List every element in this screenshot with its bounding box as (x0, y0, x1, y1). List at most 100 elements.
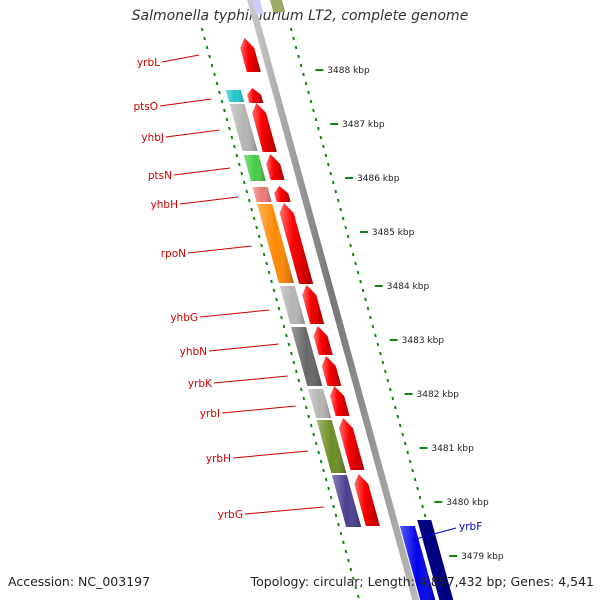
tick-dot (265, 261, 268, 266)
tick-dot (341, 216, 345, 221)
tick-dot (319, 135, 323, 140)
scale-label-3488-kbp: 3488 kbp (327, 66, 370, 76)
tick-dot (292, 360, 296, 365)
gene-labels: yrbL ptsO yhbJ ptsN yhbH rpoN yhbG yhbN yrbK yrbI… (133, 54, 482, 541)
tick-dot (309, 99, 313, 104)
tick-dot (237, 162, 241, 167)
tick-dot (319, 459, 323, 464)
gene-label-yhbh: yhbH (151, 199, 178, 211)
tick-dot (302, 396, 306, 401)
tick-dot (208, 54, 211, 59)
tick-dot (361, 288, 365, 293)
tick-dot (314, 117, 318, 122)
gene-label-yrbh: yrbH (206, 453, 231, 465)
scale-label-3484-kbp: 3484 kbp (387, 282, 430, 292)
tick-dot (356, 270, 360, 275)
scale-label-3486-kbp: 3486 kbp (357, 174, 400, 184)
tick-dot (326, 162, 330, 167)
scale-label-3485-kbp: 3485 kbp (372, 228, 415, 238)
tick-dot (416, 486, 419, 491)
gene-block-shade-yhbh (252, 187, 272, 202)
tick-dot (354, 261, 357, 266)
cds-arrow-10 (338, 418, 365, 470)
gene-arrow-yrbl (240, 38, 261, 72)
gene-block-shade-yrbi (308, 389, 332, 418)
tick-dot (393, 405, 397, 410)
tick-dot (388, 387, 392, 392)
tick-dot (203, 36, 206, 41)
leader-line-yrbg (244, 506, 324, 515)
leader-line-yhbn (208, 343, 279, 352)
tick-dot (351, 252, 355, 257)
accession-text: Accession: NC_003197 (8, 574, 151, 589)
tick-dot (366, 306, 370, 311)
gene-label-yrbi: yrbI (200, 408, 220, 420)
tick-dot (342, 540, 345, 545)
tick-dot (344, 549, 348, 554)
tick-dot (317, 450, 321, 455)
tick-dot (334, 189, 338, 194)
tick-dot (401, 432, 405, 437)
leader-line-yrbi (221, 405, 296, 414)
scale-label-3479-kbp: 3479 kbp (461, 552, 504, 562)
tick-dot (290, 351, 293, 356)
tick-dot (331, 180, 335, 185)
tick-dot (235, 153, 239, 158)
gene-label-yhbn: yhbN (180, 346, 207, 358)
tick-dot (339, 207, 343, 212)
tick-dot (322, 468, 326, 473)
tick-dot (294, 369, 298, 374)
leader-line-rpon (187, 245, 252, 254)
tick-dot (398, 423, 402, 428)
tick-dot (317, 126, 320, 131)
tick-dot (354, 585, 358, 590)
tick-dot (210, 63, 214, 68)
tick-dot (312, 432, 316, 437)
gene-block-shade-yrbf (399, 526, 436, 600)
tick-dot (240, 171, 244, 176)
gene-block-shade-rpon (257, 204, 294, 283)
tick-dot (307, 414, 311, 419)
tick-dot (359, 279, 362, 284)
tick-dot (223, 108, 226, 113)
gene-block-shade-yrbg (331, 475, 362, 527)
gene-label-yhbg: yhbG (170, 312, 198, 324)
gene-label-yrbk: yrbK (188, 378, 213, 390)
tick-dot (332, 504, 335, 509)
gene-label-yrbf: yrbF (459, 521, 482, 533)
cds-arrow-3 (266, 154, 285, 180)
tick-dot (294, 45, 298, 50)
tick-dot (411, 468, 415, 473)
gene-block-shade-yhbj (229, 104, 258, 151)
cds-arrow-8 (321, 356, 342, 386)
tick-dot (289, 27, 293, 32)
tick-dot (329, 171, 333, 176)
tick-dot (327, 486, 330, 491)
tick-dot (250, 207, 254, 212)
cds-arrow-2 (252, 103, 277, 152)
gene-block-shade-yhbn (291, 327, 323, 386)
gene-block-shade-ptsn (243, 155, 266, 181)
tick-dot (297, 378, 301, 383)
tick-dot (364, 297, 367, 302)
cds-arrow-9 (330, 386, 350, 416)
tick-dot (371, 324, 375, 329)
tick-dot (386, 378, 390, 383)
tick-dot (421, 504, 424, 509)
tick-dot (260, 243, 264, 248)
tick-dot (321, 144, 325, 149)
tick-dot (403, 441, 407, 446)
tick-dot (304, 81, 308, 86)
scale-label-3483-kbp: 3483 kbp (402, 336, 445, 346)
leader-line-yhbj (165, 129, 220, 138)
tick-dot (285, 333, 288, 338)
cds-arrow-6 (302, 285, 325, 324)
tick-dot (277, 306, 281, 311)
gene-label-ptsn: ptsN (148, 170, 172, 182)
tick-dot (396, 414, 400, 419)
tick-dot (272, 288, 276, 293)
gene-tracks (225, 0, 454, 600)
tick-dot (200, 27, 204, 32)
gene-label-yrbl: yrbL (137, 57, 160, 69)
partial-block-top-a (252, 0, 264, 14)
